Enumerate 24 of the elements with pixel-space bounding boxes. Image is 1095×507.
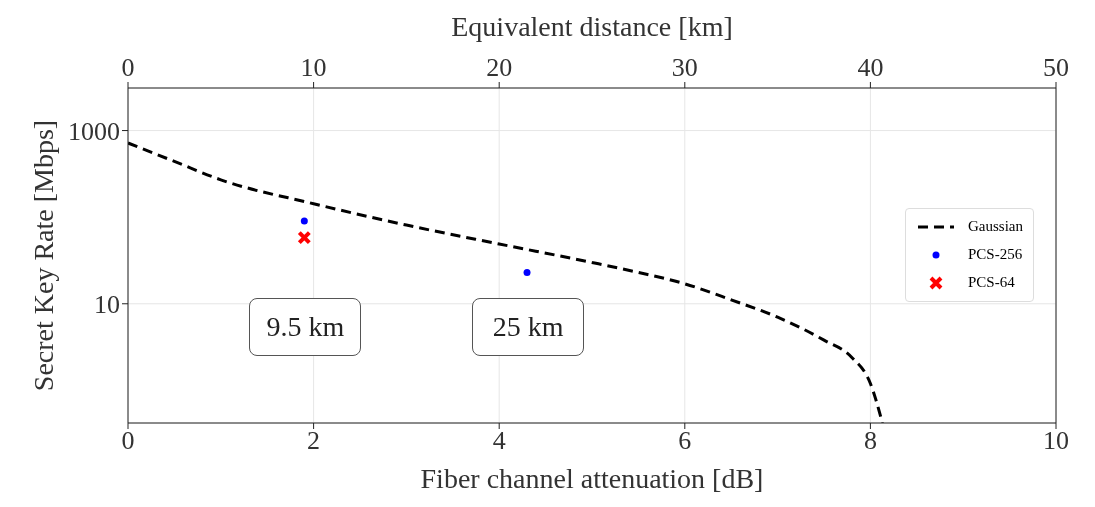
x-tick-label: 8 xyxy=(863,426,877,456)
y-axis-title: Secret Key Rate [Mbps] xyxy=(27,119,59,392)
legend-label: PCS-256 xyxy=(968,246,1023,263)
x2-axis-title: Equivalent distance [km] xyxy=(451,11,733,42)
point xyxy=(523,268,531,276)
point xyxy=(297,230,312,245)
point xyxy=(300,217,308,225)
x-tick-label: 0 xyxy=(121,426,135,456)
x-tick-label: 2 xyxy=(307,426,321,456)
x-tick-label: 10 xyxy=(1043,426,1069,456)
x2-tick-label: 0 xyxy=(121,53,135,82)
legend-label: Gaussian xyxy=(968,218,1023,235)
x2-tick-label: 10 xyxy=(300,53,327,82)
y-tick-label: 1000 xyxy=(68,116,120,146)
x2-tick-label: 20 xyxy=(486,53,513,82)
x2-tick-label: 40 xyxy=(857,53,884,82)
legend-label: PCS-64 xyxy=(968,274,1015,291)
x2-tick-label: 30 xyxy=(671,53,698,82)
x-axis-title: Fiber channel attenuation [dB] xyxy=(420,463,764,494)
x-tick-label: 4 xyxy=(492,426,506,456)
label-box: 25 km xyxy=(472,298,585,356)
x-tick-label: 6 xyxy=(678,426,692,456)
label-box: 9.5 km xyxy=(249,298,362,356)
x2-tick-label: 50 xyxy=(1043,53,1069,82)
